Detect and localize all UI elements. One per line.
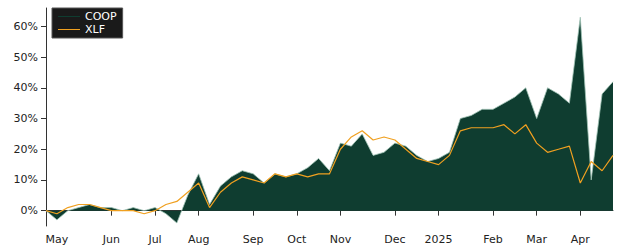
svg-text:60%: 60% [14,20,38,33]
svg-text:Oct: Oct [287,233,307,246]
svg-text:Sep: Sep [243,233,264,246]
svg-text:Aug: Aug [188,233,209,246]
svg-text:Jun: Jun [102,233,120,246]
svg-text:0%: 0% [21,204,38,217]
svg-text:Jul: Jul [147,233,161,246]
svg-text:50%: 50% [14,51,38,64]
svg-text:Nov: Nov [330,233,352,246]
svg-text:30%: 30% [14,112,38,125]
svg-text:Apr: Apr [571,233,591,246]
svg-text:Dec: Dec [384,233,405,246]
svg-text:XLF: XLF [85,23,105,36]
svg-text:40%: 40% [14,81,38,94]
svg-text:COOP: COOP [85,10,117,23]
svg-text:May: May [46,233,69,246]
svg-text:20%: 20% [14,143,38,156]
svg-text:Mar: Mar [526,233,547,246]
svg-text:2025: 2025 [425,233,453,246]
svg-text:Feb: Feb [483,233,502,246]
svg-text:10%: 10% [14,173,38,186]
